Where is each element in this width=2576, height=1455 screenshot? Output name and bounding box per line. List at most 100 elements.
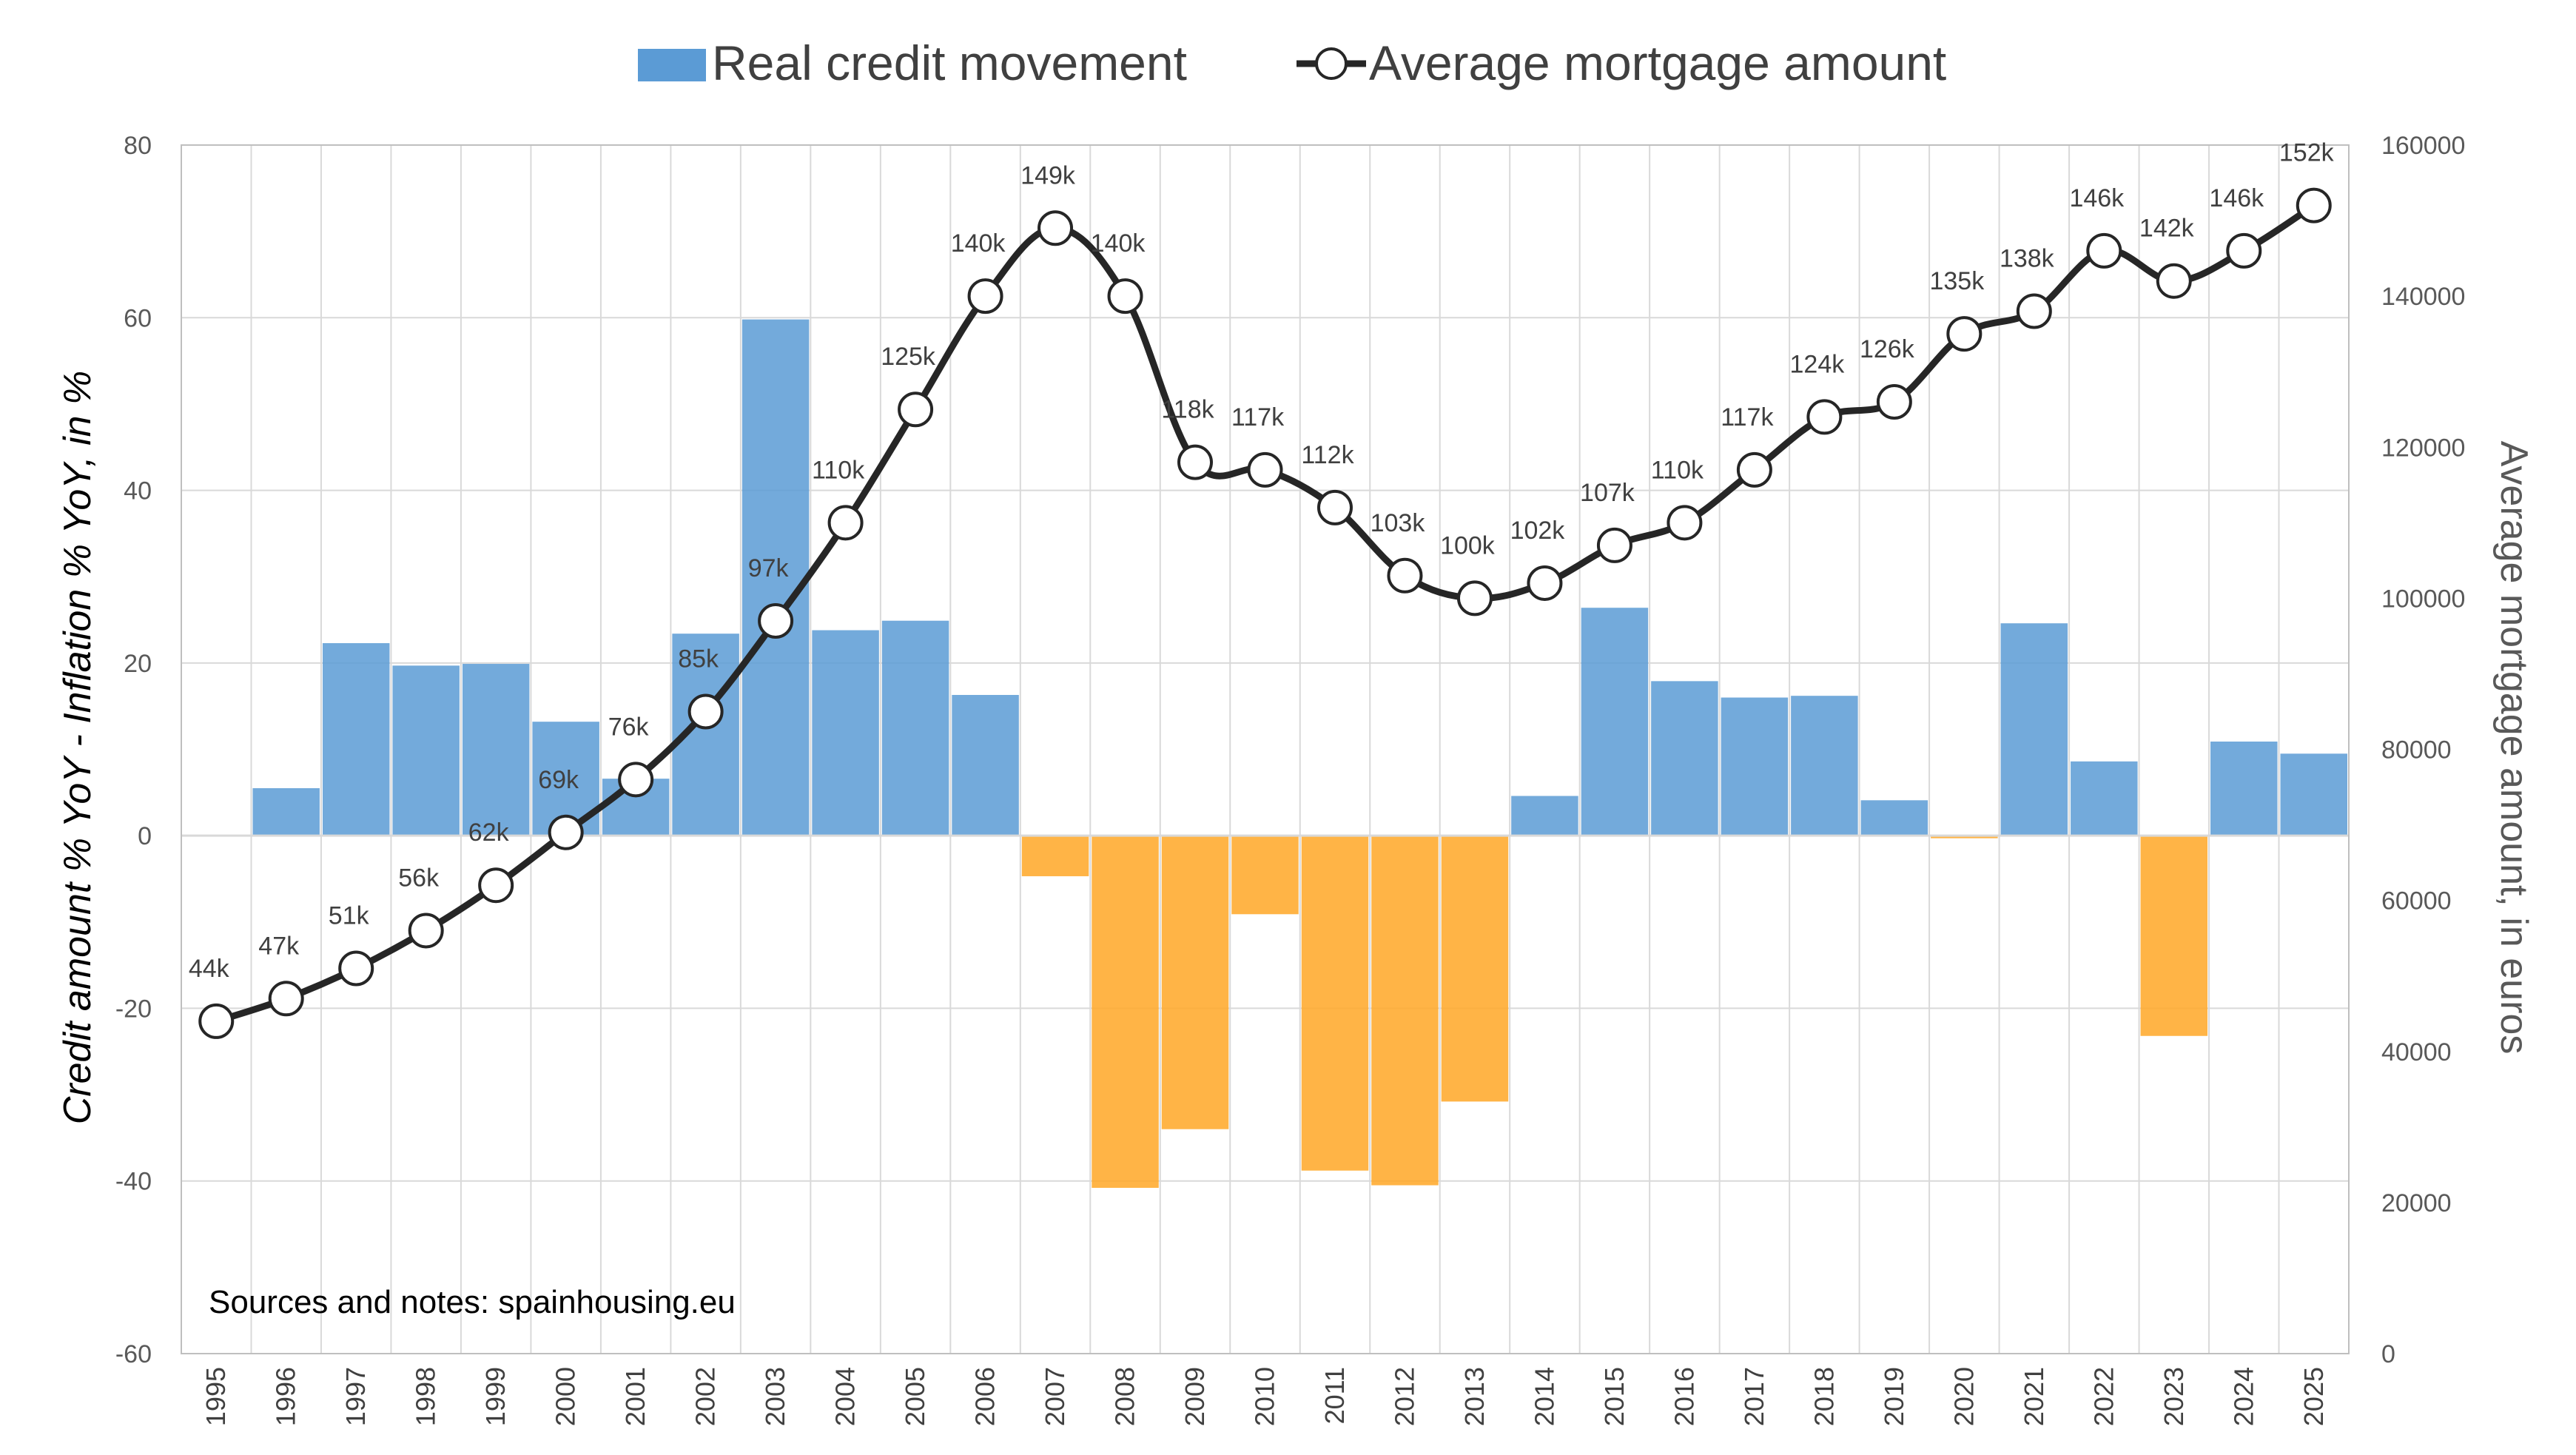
marker-2012 — [1387, 557, 1423, 594]
right-tick-label: 160000 — [2381, 132, 2465, 160]
bar-2010 — [1231, 836, 1299, 915]
marker-2024 — [2226, 232, 2262, 269]
x-tick-2013: 2013 — [1459, 1367, 1490, 1426]
plot-border — [181, 144, 2350, 1354]
data-label-2004: 110k — [812, 456, 865, 484]
legend-bar-label: Real credit movement — [712, 36, 1187, 90]
x-tick-2002: 2002 — [690, 1367, 721, 1426]
legend-line-label: Average mortgage amount — [1369, 36, 1946, 90]
bar-2021 — [2000, 623, 2068, 836]
right-tick-label: 100000 — [2381, 585, 2465, 613]
marker-1996 — [268, 981, 304, 1017]
marker-2017 — [1736, 451, 1772, 488]
marker-2002 — [687, 693, 724, 730]
x-tick-2012: 2012 — [1389, 1367, 1419, 1426]
x-tick-2009: 2009 — [1180, 1367, 1210, 1426]
data-labels: 44k 47k 51k 56k 62k 69k 76k 85k 97k 110k 125k 140k 1… — [189, 139, 2335, 983]
data-label-1998: 56k — [398, 864, 440, 892]
left-tick-label: -60 — [115, 1340, 152, 1368]
x-tick-2011: 2011 — [1319, 1367, 1350, 1424]
x-tick-1999: 1999 — [480, 1367, 511, 1426]
data-label-2016: 110k — [1651, 456, 1704, 484]
bar-2024 — [2210, 742, 2278, 836]
plot-frame — [181, 144, 2350, 1354]
marker-2011 — [1316, 489, 1353, 525]
legend-bar-swatch — [638, 49, 706, 81]
bar-1997 — [322, 643, 390, 836]
marker-2021 — [2016, 293, 2052, 329]
x-tick-1997: 1997 — [340, 1367, 371, 1426]
data-label-2003: 97k — [748, 554, 790, 582]
data-label-2014: 102k — [1510, 517, 1566, 545]
bar-2019 — [1860, 800, 1928, 836]
bar-2008 — [1092, 836, 1159, 1189]
left-tick-label: 20 — [124, 650, 152, 678]
data-label-2001: 76k — [608, 713, 650, 741]
x-tick-2020: 2020 — [1948, 1367, 1979, 1426]
marker-2004 — [827, 505, 864, 541]
left-tick-label: 60 — [124, 304, 152, 332]
marker-2000 — [548, 814, 584, 850]
x-tick-2024: 2024 — [2228, 1367, 2259, 1426]
left-tick-label: -40 — [115, 1168, 152, 1196]
bar-2018 — [1791, 696, 1858, 836]
marker-2020 — [1946, 316, 1983, 352]
marker-1998 — [408, 913, 444, 949]
data-label-2006: 140k — [951, 229, 1006, 258]
data-label-2007: 149k — [1020, 161, 1076, 189]
marker-1997 — [338, 950, 374, 987]
left-axis-title: Credit amount % YoY - Inflation % YoY, i… — [56, 371, 99, 1125]
data-label-1997: 51k — [329, 901, 370, 930]
data-label-2017: 117k — [1721, 403, 1774, 431]
bar-1998 — [392, 665, 460, 836]
x-tick-2004: 2004 — [830, 1367, 861, 1426]
left-tick-label: 0 — [138, 822, 152, 850]
line-series — [198, 187, 2332, 1039]
marker-2008 — [1107, 278, 1143, 315]
grid — [181, 144, 2350, 1354]
marker-2015 — [1596, 527, 1632, 563]
bar-2014 — [1511, 796, 1578, 836]
data-label-2008: 140k — [1091, 229, 1146, 258]
legend: Real credit movement Average mortgage am… — [638, 36, 1946, 90]
bar-2013 — [1441, 836, 1509, 1102]
x-tick-2005: 2005 — [900, 1367, 930, 1426]
source-note: Sources and notes: spainhousing.eu — [209, 1284, 736, 1320]
bar-2007 — [1021, 836, 1089, 876]
x-tick-2016: 2016 — [1669, 1367, 1699, 1426]
data-label-2009: 118k — [1161, 396, 1214, 424]
marker-2025 — [2296, 187, 2332, 224]
bar-2023 — [2140, 836, 2208, 1036]
x-tick-2006: 2006 — [970, 1367, 1001, 1426]
marker-2009 — [1177, 444, 1214, 480]
data-label-2022: 146k — [2069, 184, 2125, 212]
right-tick-label: 60000 — [2381, 887, 2452, 915]
marker-2001 — [618, 762, 654, 798]
x-tick-2014: 2014 — [1529, 1367, 1559, 1426]
marker-1999 — [478, 867, 514, 904]
bar-2003 — [741, 319, 810, 836]
bar-2005 — [881, 620, 949, 836]
x-tick-2022: 2022 — [2088, 1367, 2119, 1426]
x-tick-2007: 2007 — [1040, 1367, 1070, 1426]
x-tick-2003: 2003 — [760, 1367, 790, 1426]
x-tick-2018: 2018 — [1809, 1367, 1839, 1426]
bar-2016 — [1651, 681, 1718, 836]
data-label-2018: 124k — [1790, 350, 1846, 378]
bar-2006 — [952, 695, 1019, 836]
marker-2005 — [898, 392, 934, 428]
legend-line-marker — [1315, 47, 1348, 80]
marker-2019 — [1876, 384, 1912, 420]
right-tick-label: 80000 — [2381, 736, 2452, 765]
data-label-2023: 142k — [2139, 215, 2195, 243]
data-label-2024: 146k — [2209, 184, 2264, 212]
marker-2022 — [2086, 232, 2122, 269]
data-label-2021: 138k — [2000, 245, 2055, 273]
right-tick-label: 0 — [2381, 1340, 2395, 1368]
x-tick-2025: 2025 — [2298, 1367, 2329, 1426]
x-ticks: 1995 1996 1997 1998 1999 2000 2001 2002 2003 2004… — [201, 1367, 2329, 1426]
data-label-1996: 47k — [258, 932, 300, 960]
data-label-2002: 85k — [678, 645, 719, 673]
